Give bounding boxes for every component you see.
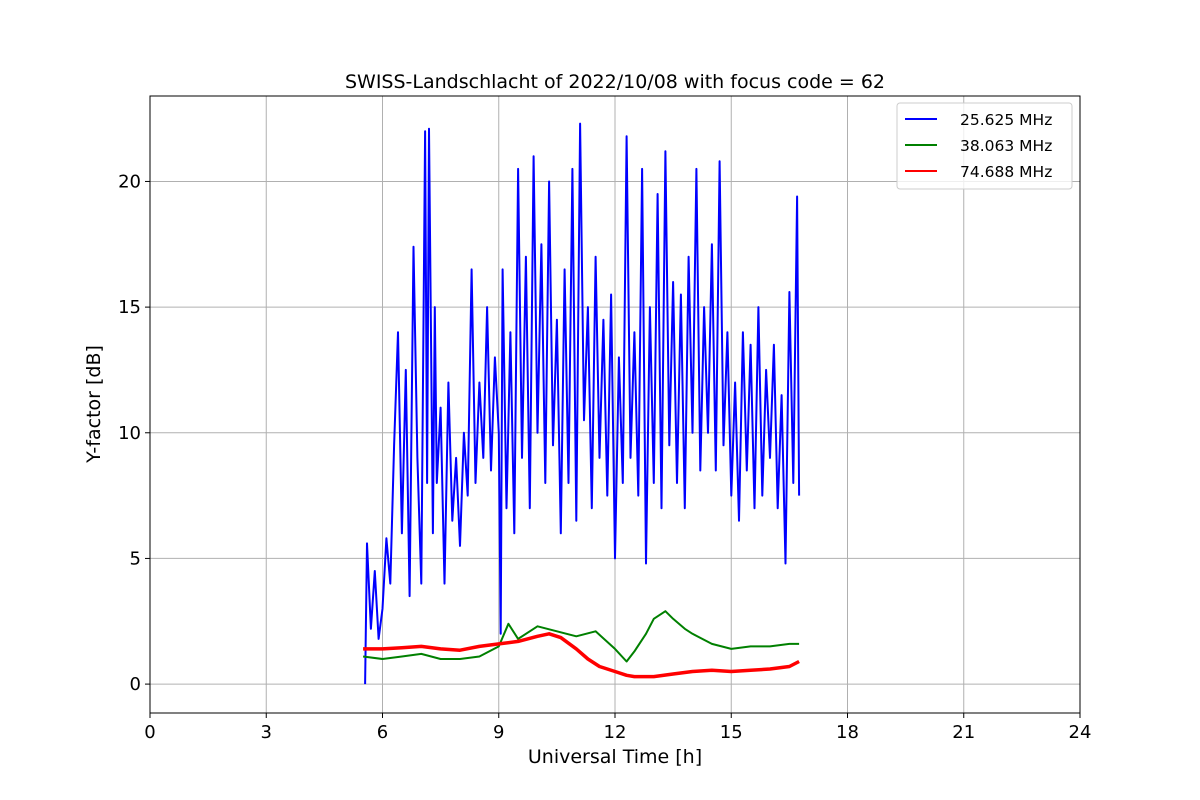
y-tick-label: 5 [130, 548, 141, 569]
x-tick-label: 24 [1069, 722, 1092, 743]
x-axis: 0 3 6 9 12 15 18 21 24 [144, 713, 1091, 743]
x-tick-label: 12 [604, 722, 627, 743]
chart-title: SWISS-Landschlacht of 2022/10/08 with fo… [345, 71, 885, 93]
legend-label: 25.625 MHz [960, 111, 1052, 129]
series-line [363, 632, 800, 679]
x-tick-label: 18 [836, 722, 859, 743]
y-tick-label: 20 [118, 171, 141, 192]
legend-frame [896, 102, 1073, 190]
x-tick-label: 9 [493, 722, 504, 743]
legend-label: 38.063 MHz [960, 137, 1052, 155]
x-tick-label: 0 [144, 722, 155, 743]
x-tick-label: 6 [377, 722, 388, 743]
x-tick-label: 21 [952, 722, 975, 743]
series-line [362, 610, 800, 663]
x-tick-label: 3 [261, 722, 272, 743]
series-layer [362, 122, 801, 685]
y-axis: 0 5 10 15 20 [118, 171, 150, 695]
y-tick-label: 10 [118, 423, 141, 444]
x-axis-label: Universal Time [h] [528, 746, 702, 768]
y-tick-label: 0 [130, 674, 141, 695]
x-tick-label: 15 [720, 722, 743, 743]
y-axis-label: Y-factor [dB] [83, 345, 105, 464]
legend: 25.625 MHz 38.063 MHz 74.688 MHz [896, 102, 1073, 190]
series-line [364, 122, 801, 685]
y-tick-label: 15 [118, 297, 141, 318]
legend-label: 74.688 MHz [960, 163, 1052, 181]
